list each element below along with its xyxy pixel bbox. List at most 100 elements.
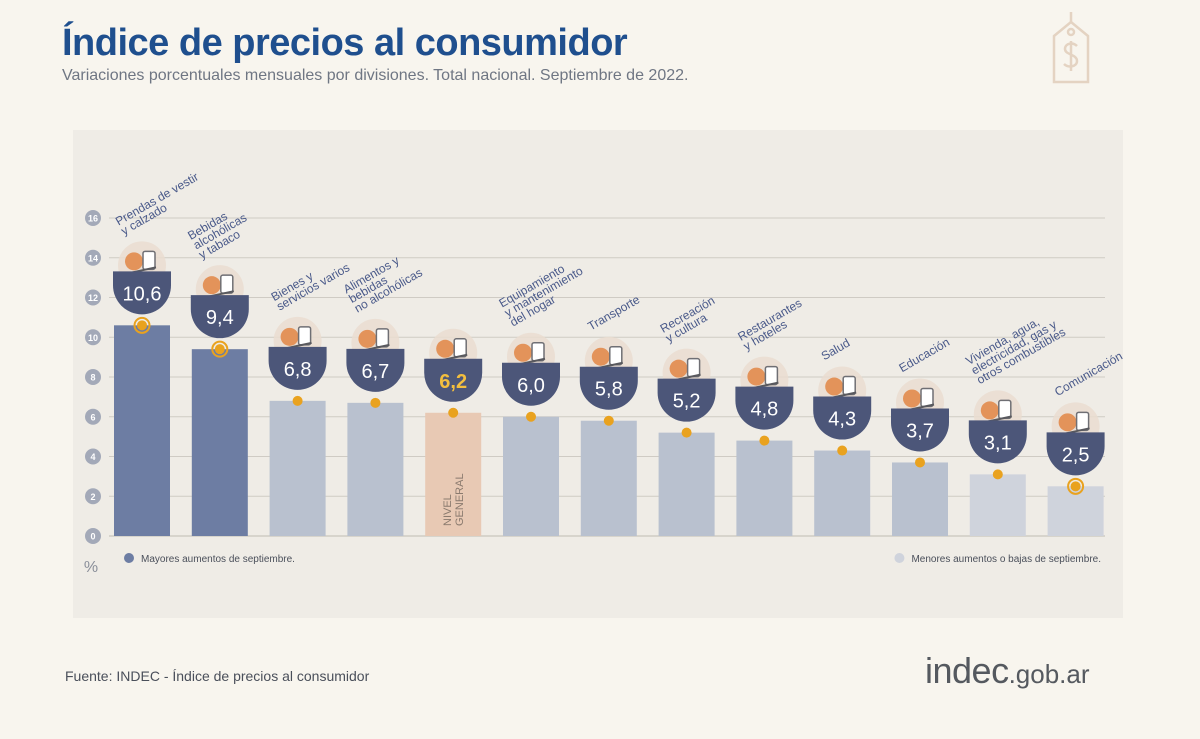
legend-label-top: Mayores aumentos de septiembre. [141, 554, 295, 565]
bar [892, 462, 948, 536]
category-label: NIVEL GENERAL [442, 473, 466, 526]
icon-shape [202, 276, 221, 295]
value-label: 5,2 [673, 391, 701, 413]
value-label: 4,8 [750, 399, 778, 421]
category-label: Educación [897, 335, 953, 375]
price-tag-icon [1052, 12, 1090, 84]
value-label: 6,8 [284, 359, 312, 381]
page-title: Índice de precios al consumidor [62, 22, 628, 64]
bar [658, 432, 715, 536]
value-marker [915, 457, 925, 468]
legend-swatch-low [894, 553, 905, 563]
value-label: 4,3 [828, 409, 856, 431]
y-tick-bubble [85, 249, 101, 266]
category-label-line: Educación [897, 335, 953, 375]
bar [269, 400, 326, 536]
y-tick-bubble [85, 210, 101, 226]
icon-shape [903, 389, 921, 408]
icon-shape [531, 342, 545, 362]
value-badge [424, 358, 483, 402]
source-note: Fuente: INDEC - Índice de precios al con… [65, 668, 370, 684]
value-label: 3,1 [984, 432, 1012, 454]
category-label-line: Comunicación [1052, 349, 1123, 399]
icon-shape [1058, 413, 1077, 432]
y-tick-label: 14 [88, 253, 98, 263]
value-label: 6,7 [361, 361, 389, 383]
icon-shape [686, 357, 701, 378]
value-badge [268, 346, 327, 390]
value-marker [992, 469, 1003, 480]
value-label: 2,5 [1062, 444, 1090, 466]
value-badge [579, 366, 638, 410]
value-badge [735, 386, 794, 430]
marker-ring [211, 340, 229, 358]
value-label: 6,0 [517, 375, 545, 397]
y-tick-bubble [85, 408, 101, 425]
value-label: 5,8 [595, 379, 623, 401]
icon-shape [375, 328, 390, 348]
icon-shape [747, 367, 766, 386]
value-label: 10,6 [123, 283, 162, 305]
value-marker [370, 397, 381, 408]
icon-shape [1075, 411, 1090, 432]
icon-shape [669, 359, 688, 378]
y-tick-label: 0 [90, 532, 95, 542]
y-tick-label: 6 [90, 412, 95, 422]
value-badge [346, 348, 405, 392]
logo-text: indec [925, 650, 1009, 691]
icon-shape [125, 252, 143, 271]
value-badge [1046, 432, 1105, 476]
y-axis-label: % [84, 559, 98, 576]
bar [503, 416, 559, 536]
y-tick-label: 8 [90, 373, 95, 383]
y-tick-bubble [85, 369, 101, 385]
value-marker [1070, 481, 1081, 492]
value-label: 9,4 [206, 307, 234, 329]
value-label: 6,2 [439, 371, 467, 393]
bar [580, 420, 637, 536]
value-marker [292, 395, 303, 406]
value-marker [526, 411, 536, 422]
chart-panel: 0 2 4 6 8 10 12 14 16% 10,6 Prendas de vestir y cal… [73, 130, 1123, 618]
icon-shape [280, 327, 299, 346]
icon-shape [609, 345, 623, 366]
icon-shape [453, 338, 467, 358]
category-label: Transporte [585, 292, 642, 333]
category-label-line: Salud [819, 336, 853, 363]
page-subtitle: Variaciones porcentuales mensuales por d… [62, 67, 689, 84]
value-badge [968, 420, 1027, 464]
bar [425, 412, 482, 536]
icon-shape [142, 250, 156, 271]
y-tick-bubble [85, 329, 101, 346]
indec-logo[interactable]: indec.gob.ar [925, 650, 1090, 692]
y-tick-label: 4 [90, 452, 95, 462]
value-marker [137, 320, 147, 331]
marker-ring [1067, 477, 1085, 495]
y-tick-bubble [85, 488, 101, 505]
category-label-line: Transporte [585, 292, 642, 333]
category-label: Salud [819, 336, 853, 363]
legend-label-low: Menores aumentos o bajas de septiembre. [911, 554, 1101, 565]
category-label-line: NIVEL [442, 494, 454, 526]
value-badge [813, 396, 872, 440]
value-marker [837, 445, 848, 456]
bar [736, 440, 793, 536]
category-label: Vivienda, agua,electricidad, gas yotros … [963, 315, 1068, 387]
y-tick-bubble [85, 289, 101, 306]
y-tick-label: 2 [90, 492, 95, 502]
bar [347, 402, 404, 536]
value-badge [502, 362, 560, 406]
y-tick-bubble [85, 528, 101, 544]
icon-shape [220, 274, 234, 294]
logo-domain: .gob.ar [1008, 659, 1090, 689]
marker-ring [133, 316, 151, 334]
bar [191, 349, 248, 536]
icon-shape [514, 343, 532, 362]
value-marker [759, 435, 770, 446]
